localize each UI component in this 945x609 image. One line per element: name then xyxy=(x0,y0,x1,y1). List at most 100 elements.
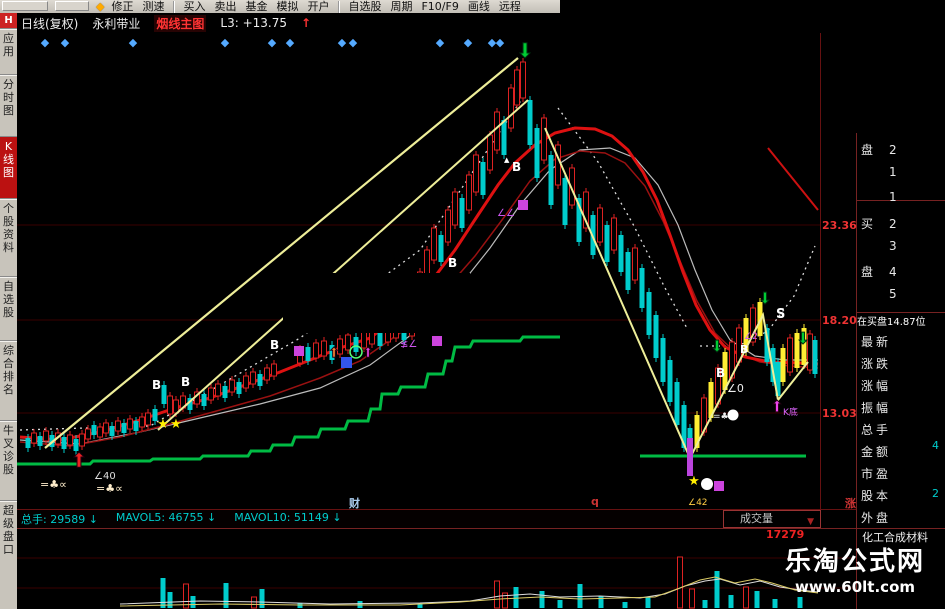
sidebar-tab-K线图[interactable]: K线图 xyxy=(0,136,17,198)
sidebar-tab-分时图[interactable]: 分时图 xyxy=(0,74,17,136)
chevron-down-icon: ▼ xyxy=(807,517,814,527)
sell-arrow-icon xyxy=(711,339,723,353)
star-icon: ★ xyxy=(170,417,182,432)
sidebar-tab-自选股[interactable]: 自选股 xyxy=(0,276,17,340)
signal-text: ▲ xyxy=(504,156,510,164)
volume-chart[interactable] xyxy=(17,529,856,609)
queue-number: 2 xyxy=(889,217,897,231)
trend-upper xyxy=(44,57,519,449)
queue-side-label: 买 xyxy=(861,217,874,231)
status-item: MAVOL10: 51149 ↓ xyxy=(234,511,342,524)
buy-arrow-icon xyxy=(363,346,373,358)
up-arrow-icon: ↑ xyxy=(301,16,312,30)
signal-diamond-icon: ◆ xyxy=(61,36,70,49)
signal-text: B xyxy=(448,256,457,270)
queue-number: 1 xyxy=(889,190,897,204)
toolbar: ◆ 修正 测速 买入 卖出 基金 模拟 开户 自选股 周期 F10/F9 画线 远程 xyxy=(0,0,560,13)
toolbar-item[interactable]: F10/F9 xyxy=(421,0,459,13)
queue-side-label: 盘 xyxy=(861,265,874,279)
signal-text: S xyxy=(776,307,785,322)
signal-square-icon xyxy=(432,336,442,346)
volume-selector-label: 成交量 xyxy=(740,512,773,525)
queue-number: 1 xyxy=(889,165,897,179)
toolbar-slot[interactable] xyxy=(55,1,89,11)
signal-dot-icon xyxy=(727,409,739,421)
signal-text: ∠0 xyxy=(727,382,744,395)
field-label: 涨跌 xyxy=(861,357,892,371)
green-support-left xyxy=(17,335,560,466)
sidebar-tab-综合排名[interactable]: 综合排名 xyxy=(0,340,17,420)
field-label: 涨幅 xyxy=(861,379,892,393)
queue-row: 5 xyxy=(861,287,941,307)
toolbar-item[interactable]: 周期 xyxy=(390,0,413,13)
signal-text: ∠∠ xyxy=(497,208,515,219)
sidebar-tab-应用[interactable]: 应用 xyxy=(0,28,17,74)
signal-text: B xyxy=(152,378,161,392)
sell-arrow-icon xyxy=(518,42,532,59)
sell-arrow-icon xyxy=(759,291,771,305)
price-axis-label: 13.03 xyxy=(822,407,857,420)
watermark: 乐淘公式网 www.60lt.com xyxy=(770,546,940,596)
volume-indicator-selector[interactable]: 成交量 ▼ xyxy=(723,510,821,528)
signal-diamond-icon: ◆ xyxy=(129,36,138,49)
field-label: 市盈 xyxy=(861,467,892,481)
signal-diamond-icon: ◆ xyxy=(496,36,505,49)
toolbar-item[interactable]: 远程 xyxy=(498,0,521,13)
x-axis-label: 涨 xyxy=(845,497,856,510)
toolbar-item[interactable]: 开户 xyxy=(307,0,330,13)
status-items: 总手: 29589 ↓ MAVOL5: 46755 ↓ MAVOL10: 51149… xyxy=(21,511,342,527)
signal-diamond-icon: ◆ xyxy=(349,36,358,49)
queue-note: 在买盘14.87位 xyxy=(857,317,926,328)
x-axis-label: q xyxy=(591,495,599,508)
star-icon: ★ xyxy=(688,474,700,489)
queue-number: 4 xyxy=(889,265,897,279)
signal-text: ≰∠ xyxy=(400,339,417,350)
period-label: 日线(复权) xyxy=(21,16,79,31)
l3-value: L3: +13.75 xyxy=(220,16,287,30)
toolbar-item[interactable]: 卖出 xyxy=(214,0,237,13)
signal-text: ∠40 xyxy=(94,471,116,482)
field-label: 金额 xyxy=(861,445,892,459)
toolbar-item[interactable]: 修正 xyxy=(111,0,134,13)
blackout-patch xyxy=(283,273,470,333)
pane-divider xyxy=(17,528,945,529)
price-axis-label: 18.20 xyxy=(822,314,857,327)
sidebar-tab-超级盘口[interactable]: 超级盘口 xyxy=(0,500,17,596)
sidebar-tab-牛叉诊股[interactable]: 牛叉诊股 xyxy=(0,420,17,500)
signal-diamond-icon: ◆ xyxy=(286,36,295,49)
signal-square-icon xyxy=(714,481,724,491)
axis-divider xyxy=(820,33,821,510)
toolbar-item[interactable]: 自选股 xyxy=(348,0,382,13)
sidebar: H 应用 分时图 K线图 个股资料 自选股 综合排名 牛叉诊股 超级盘口 xyxy=(0,13,17,609)
candles-layer xyxy=(25,58,818,466)
partial-value: 2 xyxy=(932,487,939,500)
queue-row: 1 xyxy=(861,165,941,185)
watermark-url: www.60lt.com xyxy=(794,578,916,596)
red-ma2 xyxy=(19,150,819,447)
signal-text: =♣∝ xyxy=(96,482,123,495)
toolbar-item[interactable]: 买入 xyxy=(183,0,206,13)
status-item: 总手: 29589 ↓ xyxy=(21,513,98,526)
price-axis-label: 23.36 xyxy=(822,219,857,232)
toolbar-item[interactable]: 测速 xyxy=(142,0,165,13)
k-line-chart[interactable]: ◆ ◆ ◆ ◆ ◆ ◆ ◆ ◆ ◆ ◆ ◆ ◆★∠42★ ★B BBBBBBS▲∠40∠0∠2≰∠∠∠=♣… xyxy=(17,33,856,510)
queue-divider xyxy=(857,312,945,313)
toolbar-item[interactable]: 基金 xyxy=(245,0,268,13)
signal-text: =♣∝ xyxy=(40,478,67,491)
signal-square-icon xyxy=(294,346,304,356)
field-label: 振幅 xyxy=(861,401,892,415)
toolbar-item[interactable]: 模拟 xyxy=(276,0,299,13)
x-axis-label: 财 xyxy=(349,497,360,510)
toolbar-separator xyxy=(338,1,340,13)
toolbar-items: 修正 测速 买入 卖出 基金 模拟 开户 自选股 周期 F10/F9 画线 远程 xyxy=(111,0,521,13)
volume-grid-layer xyxy=(17,557,856,589)
volume-ma-layer xyxy=(119,576,819,607)
sidebar-tab-个股资料[interactable]: 个股资料 xyxy=(0,198,17,276)
toolbar-slot[interactable] xyxy=(2,1,48,11)
toolbar-item[interactable]: 画线 xyxy=(467,0,490,13)
status-bar: 总手: 29589 ↓ MAVOL5: 46755 ↓ MAVOL10: 51149… xyxy=(17,510,820,528)
